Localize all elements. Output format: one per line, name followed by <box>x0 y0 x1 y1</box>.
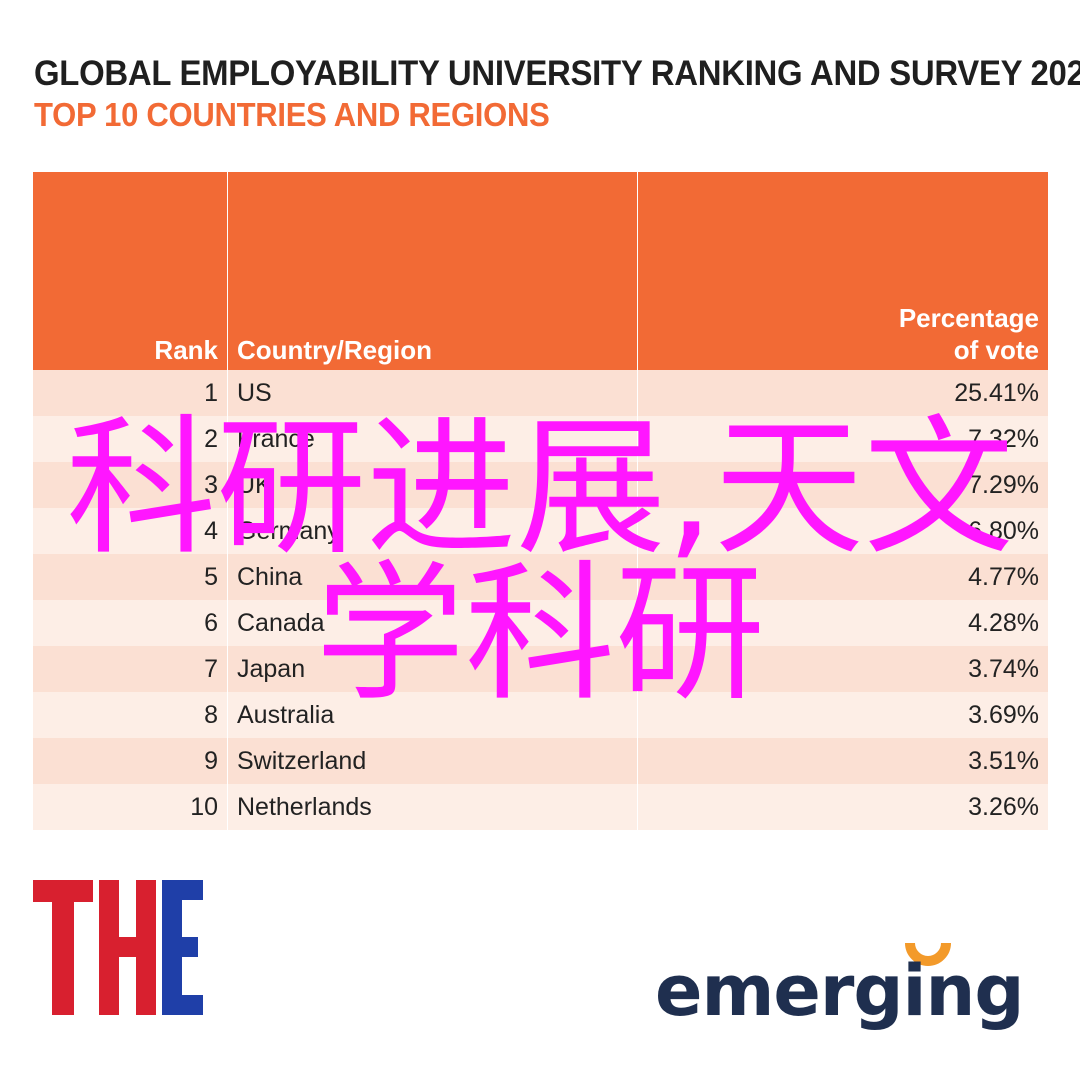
header-percentage-line1: Percentage <box>898 303 1039 333</box>
cell-rank: 2 <box>33 416 228 462</box>
cell-country: Australia <box>227 692 638 738</box>
cell-percentage: 25.41% <box>637 370 1048 416</box>
cell-country: Germany <box>227 508 638 554</box>
cell-rank: 10 <box>33 784 228 830</box>
cell-rank: 6 <box>33 600 228 646</box>
cell-country: China <box>227 554 638 600</box>
cell-country: UK <box>227 462 638 508</box>
table-row: 7 Japan 3.74% <box>33 646 1048 692</box>
cell-rank: 5 <box>33 554 228 600</box>
header-country: Country/Region <box>227 172 638 370</box>
emerging-smile-mark <box>905 942 951 966</box>
cell-percentage: 3.26% <box>637 784 1048 830</box>
cell-rank: 9 <box>33 738 228 784</box>
table-row: 6 Canada 4.28% <box>33 600 1048 646</box>
cell-percentage: 7.29% <box>637 462 1048 508</box>
cell-country: France <box>227 416 638 462</box>
cell-percentage: 7.32% <box>637 416 1048 462</box>
cell-rank: 8 <box>33 692 228 738</box>
cell-country: Japan <box>227 646 638 692</box>
cell-country: Switzerland <box>227 738 638 784</box>
chart-title: GLOBAL EMPLOYABILITY UNIVERSITY RANKING … <box>34 54 1080 93</box>
cell-percentage: 3.51% <box>637 738 1048 784</box>
cell-rank: 4 <box>33 508 228 554</box>
header-percentage: Percentage of vote <box>637 172 1048 370</box>
ranking-table: Rank Country/Region Percentage of vote 1… <box>33 172 1048 830</box>
cell-percentage: 4.28% <box>637 600 1048 646</box>
cell-percentage: 3.69% <box>637 692 1048 738</box>
header-rank: Rank <box>33 172 228 370</box>
emerging-wordmark: emerging <box>655 950 1023 1032</box>
cell-country: US <box>227 370 638 416</box>
cell-percentage: 4.77% <box>637 554 1048 600</box>
table-row: 5 China 4.77% <box>33 554 1048 600</box>
table-row: 9 Switzerland 3.51% <box>33 738 1048 784</box>
table-header-row: Rank Country/Region Percentage of vote <box>33 172 1048 370</box>
cell-rank: 3 <box>33 462 228 508</box>
the-logo <box>33 880 203 1015</box>
table-row: 10 Netherlands 3.26% <box>33 784 1048 830</box>
table-row: 3 UK 7.29% <box>33 462 1048 508</box>
header-percentage-line2: of vote <box>953 335 1039 365</box>
cell-country: Canada <box>227 600 638 646</box>
cell-percentage: 6.80% <box>637 508 1048 554</box>
table-body: 1 US 25.41% 2 France 7.32% 3 UK 7.29% 4 Germany 6.8… <box>33 370 1048 830</box>
table-row: 1 US 25.41% <box>33 370 1048 416</box>
cell-rank: 7 <box>33 646 228 692</box>
cell-country: Netherlands <box>227 784 638 830</box>
cell-rank: 1 <box>33 370 228 416</box>
table-row: 8 Australia 3.69% <box>33 692 1048 738</box>
cell-percentage: 3.74% <box>637 646 1048 692</box>
table-row: 2 France 7.32% <box>33 416 1048 462</box>
chart-subtitle: TOP 10 COUNTRIES AND REGIONS <box>34 96 550 133</box>
emerging-logo: emerging <box>655 942 1024 1032</box>
table-row: 4 Germany 6.80% <box>33 508 1048 554</box>
